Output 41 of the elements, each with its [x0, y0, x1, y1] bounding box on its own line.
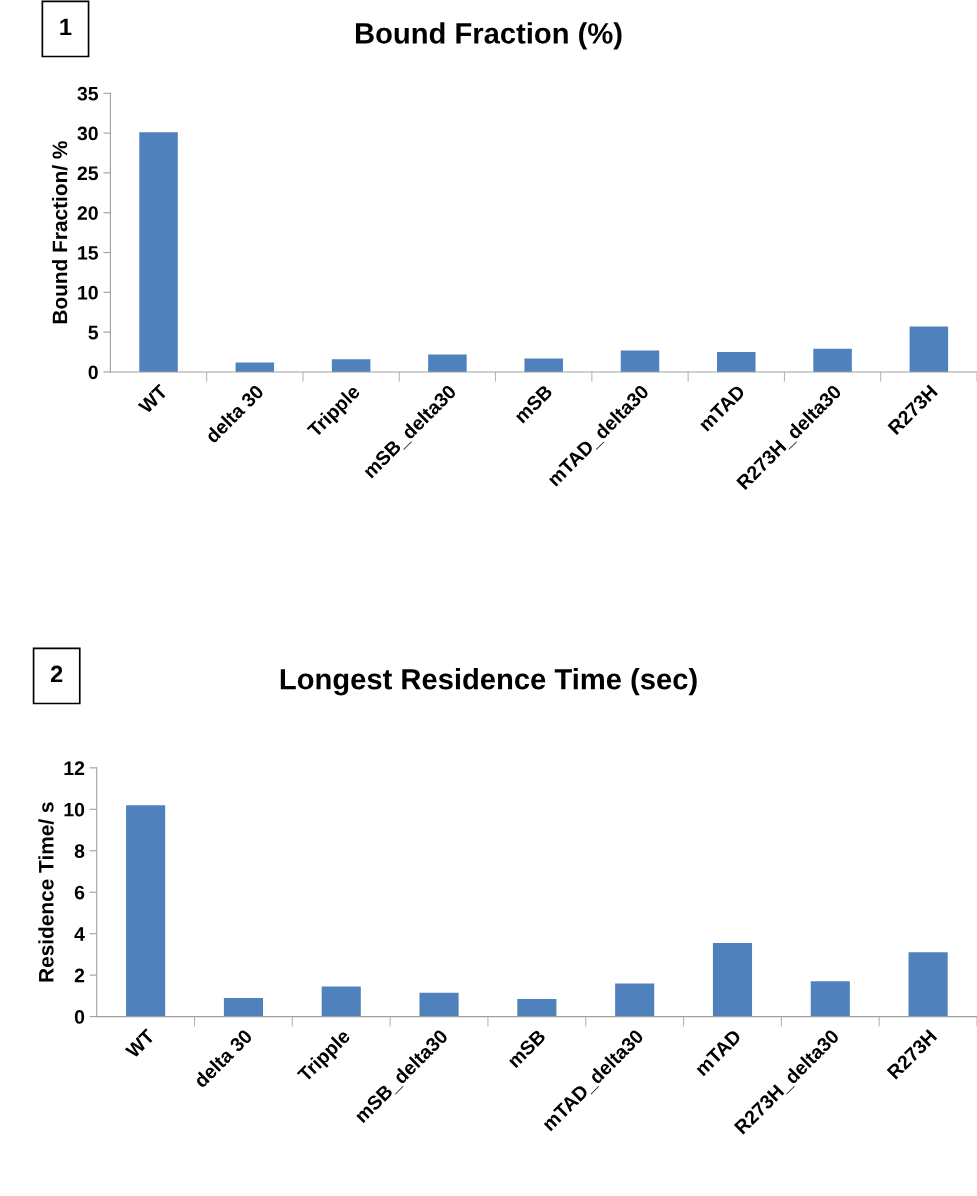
bar — [419, 992, 459, 1017]
bar — [524, 358, 563, 372]
bar — [712, 943, 753, 1017]
text: 1 — [60, 18, 72, 36]
bar — [126, 805, 166, 1017]
bar — [813, 348, 852, 372]
bar — [620, 350, 660, 372]
y-tick-label: 2 — [74, 968, 85, 983]
y-tick-label: 35 — [77, 86, 99, 101]
y-tick-label: 30 — [77, 126, 98, 141]
x-tick-label: WT — [137, 383, 169, 415]
y-tick-label: 0 — [88, 365, 98, 380]
bar — [908, 952, 948, 1017]
text: 2 — [50, 665, 63, 683]
y-tick-label: 6 — [74, 885, 85, 900]
y-tick-label: 5 — [88, 325, 99, 340]
bar — [517, 998, 557, 1017]
bar — [909, 326, 949, 372]
y-tick-label: 25 — [77, 166, 99, 181]
y-tick-label: 10 — [78, 285, 98, 300]
bar — [223, 997, 263, 1017]
y-tick-label: 10 — [64, 802, 85, 817]
bar — [321, 986, 361, 1017]
chart-title: Bound Fraction (%) — [355, 22, 622, 50]
bar — [717, 352, 756, 372]
y-tick-label: 20 — [77, 206, 98, 220]
y-tick-label: 0 — [74, 1010, 85, 1024]
bar — [810, 981, 850, 1017]
bar — [235, 362, 275, 372]
y-tick-label: 12 — [64, 761, 85, 775]
bar — [615, 983, 655, 1017]
y-tick-label: 15 — [78, 246, 99, 260]
bar — [428, 354, 467, 372]
y-tick-label: 8 — [74, 844, 85, 858]
x-tick-label: WT — [124, 1028, 156, 1060]
y-axis-title: Residence Time/ s — [38, 802, 54, 982]
bar — [139, 132, 178, 372]
chart-title: Longest Residence Time (sec) — [280, 668, 697, 696]
y-tick-label: 4 — [74, 927, 85, 941]
bar — [331, 359, 371, 372]
y-axis-title: Bound Fraction/ % — [51, 141, 68, 324]
